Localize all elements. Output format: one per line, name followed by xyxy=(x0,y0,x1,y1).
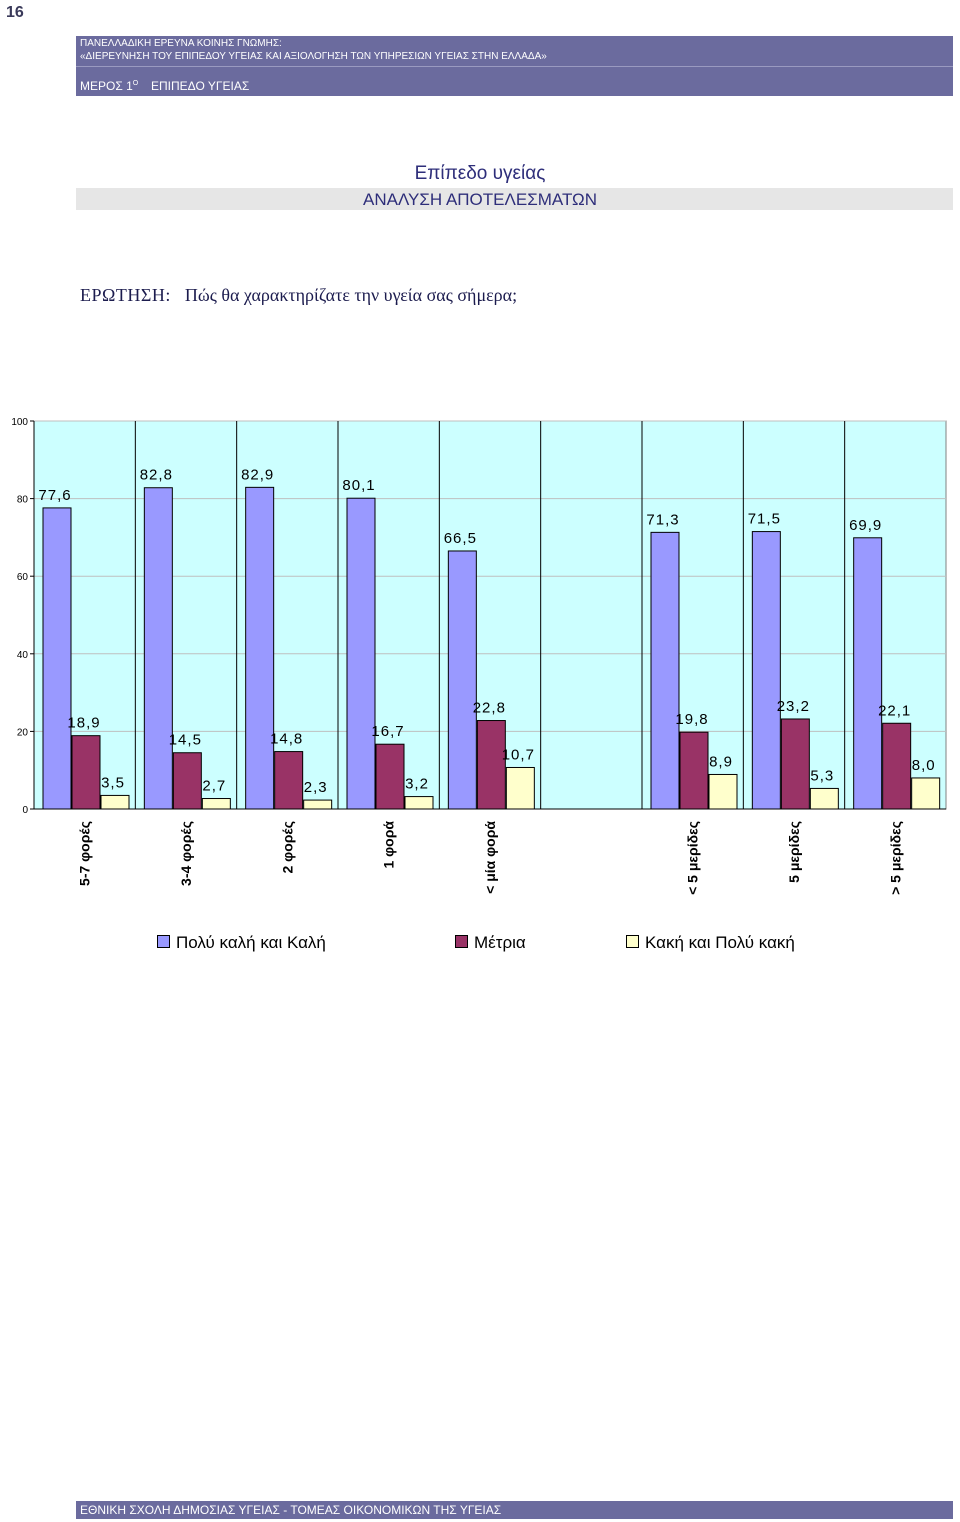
bar-chart: 0 20 40 60 80 100 77,6 82,8 82,9 80,1 66,5 71,3 71,5… xyxy=(11,417,947,895)
page-title: Επίπεδο υγείας xyxy=(414,163,546,184)
data-label: 14,5 xyxy=(169,732,202,749)
bar xyxy=(404,796,434,810)
y-tick-label: 40 xyxy=(17,650,29,661)
legend-label: Κακή και Πολύ κακή xyxy=(645,933,795,952)
legend-swatch xyxy=(157,935,170,948)
chart-legend: Πολύ καλή και Καλή Μέτρια Κακή και Πολύ κα… xyxy=(0,933,960,957)
data-label: 23,2 xyxy=(777,698,810,715)
bar xyxy=(143,487,173,810)
bar xyxy=(882,722,912,810)
header-part: ΜΕΡΟΣ 1Ο xyxy=(80,79,138,93)
data-label: 18,9 xyxy=(67,715,100,732)
bar xyxy=(780,718,810,810)
bar xyxy=(42,507,72,810)
header-part-sup: Ο xyxy=(132,80,139,87)
header-band: ΠΑΝΕΛΛΑΔΙΚΗ ΕΡΕΥΝΑ ΚΟΙΝΗΣ ΓΝΩΜΗΣ: «ΔΙΕΡΕ… xyxy=(76,36,953,96)
bar xyxy=(809,787,839,810)
bar xyxy=(172,752,202,810)
data-label: 66,5 xyxy=(444,530,477,547)
data-label: 10,7 xyxy=(502,746,535,763)
bar xyxy=(100,794,130,810)
title-band xyxy=(76,188,953,210)
bar xyxy=(708,773,738,810)
data-label: 3,2 xyxy=(405,776,429,793)
header-part-label: ΜΕΡΟΣ 1 xyxy=(80,79,133,93)
bar xyxy=(505,766,535,810)
bar xyxy=(274,751,304,810)
y-tick-label: 20 xyxy=(17,727,29,738)
page-number: 16 xyxy=(6,4,24,21)
bar xyxy=(911,777,941,810)
page-subtitle: ΑΝΑΛΥΣΗ ΑΠΟΤΕΛΕΣΜΑΤΩΝ xyxy=(362,190,598,209)
data-label: 22,1 xyxy=(878,702,911,719)
legend-item: Πολύ καλή και Καλή xyxy=(157,933,326,953)
legend-label: Πολύ καλή και Καλή xyxy=(176,933,326,952)
bar xyxy=(853,537,883,810)
data-label: 3,5 xyxy=(101,774,125,791)
bar xyxy=(447,550,477,810)
y-tick-label: 60 xyxy=(17,572,29,583)
question-label: ΕΡΩΤΗΣΗ: xyxy=(80,285,171,305)
bar xyxy=(346,497,376,810)
bar xyxy=(375,743,405,810)
x-category-label: 5 μερίδες xyxy=(786,821,802,883)
bar xyxy=(650,531,680,810)
x-category-label: 2 φορές xyxy=(279,821,295,874)
legend-item: Κακή και Πολύ κακή xyxy=(626,933,795,953)
header-survey-subtitle: «ΔΙΕΡΕΥΝΗΣΗ ΤΟΥ ΕΠΙΠΕΔΟΥ ΥΓΕΙΑΣ ΚΑΙ ΑΞΙΟ… xyxy=(80,51,547,62)
y-tick-label: 80 xyxy=(17,495,29,506)
x-category-label: < μία φορά xyxy=(482,821,498,894)
data-label: 69,9 xyxy=(849,517,882,534)
x-category-label: 5-7 φορές xyxy=(77,821,93,886)
legend-swatch xyxy=(626,935,639,948)
data-label: 71,5 xyxy=(748,511,781,528)
bar xyxy=(751,531,781,810)
data-label: 2,3 xyxy=(304,779,328,796)
x-category-label: < 5 μερίδες xyxy=(685,821,701,895)
question-text: Πώς θα χαρακτηρίζατε την υγεία σας σήμερ… xyxy=(184,285,518,305)
bar xyxy=(71,735,101,810)
data-label: 71,3 xyxy=(646,511,679,528)
header-survey-title: ΠΑΝΕΛΛΑΔΙΚΗ ΕΡΕΥΝΑ ΚΟΙΝΗΣ ΓΝΩΜΗΣ: xyxy=(80,38,282,49)
bar xyxy=(303,799,333,810)
y-tick-label: 100 xyxy=(11,417,28,428)
data-label: 82,8 xyxy=(140,467,173,484)
footer-text: ΕΘΝΙΚΗ ΣΧΟΛΗ ΔΗΜΟΣΙΑΣ ΥΓΕΙΑΣ - ΤΟΜΕΑΣ ΟΙ… xyxy=(80,1503,502,1517)
header-section: ΕΠΙΠΕΔΟ ΥΓΕΙΑΣ xyxy=(151,79,250,93)
data-label: 16,7 xyxy=(371,723,404,740)
data-label: 8,0 xyxy=(912,757,936,774)
footer-band: ΕΘΝΙΚΗ ΣΧΟΛΗ ΔΗΜΟΣΙΑΣ ΥΓΕΙΑΣ - ΤΟΜΕΑΣ ΟΙ… xyxy=(76,1501,953,1519)
data-label: 19,8 xyxy=(675,711,708,728)
data-label: 80,1 xyxy=(342,477,375,494)
data-label: 5,3 xyxy=(810,767,834,784)
legend-item: Μέτρια xyxy=(455,933,526,953)
x-category-label: 3-4 φορές xyxy=(178,821,194,886)
bar xyxy=(245,486,275,810)
x-category-label: > 5 μερίδες xyxy=(887,821,903,895)
data-label: 8,9 xyxy=(709,753,733,770)
bar xyxy=(476,720,506,810)
data-label: 22,8 xyxy=(473,700,506,717)
data-label: 14,8 xyxy=(270,731,303,748)
header-divider xyxy=(76,66,953,67)
y-tick-label: 0 xyxy=(22,805,28,816)
data-label: 82,9 xyxy=(241,466,274,483)
question: ΕΡΩΤΗΣΗ: Πώς θα χαρακτηρίζατε την υγεία σ… xyxy=(80,285,517,306)
data-label: 77,6 xyxy=(38,487,71,504)
bar xyxy=(679,731,709,810)
legend-swatch xyxy=(455,935,468,948)
data-label: 2,7 xyxy=(202,778,226,795)
bar xyxy=(201,798,231,810)
x-category-label: 1 φορά xyxy=(381,821,397,869)
legend-label: Μέτρια xyxy=(474,933,526,952)
